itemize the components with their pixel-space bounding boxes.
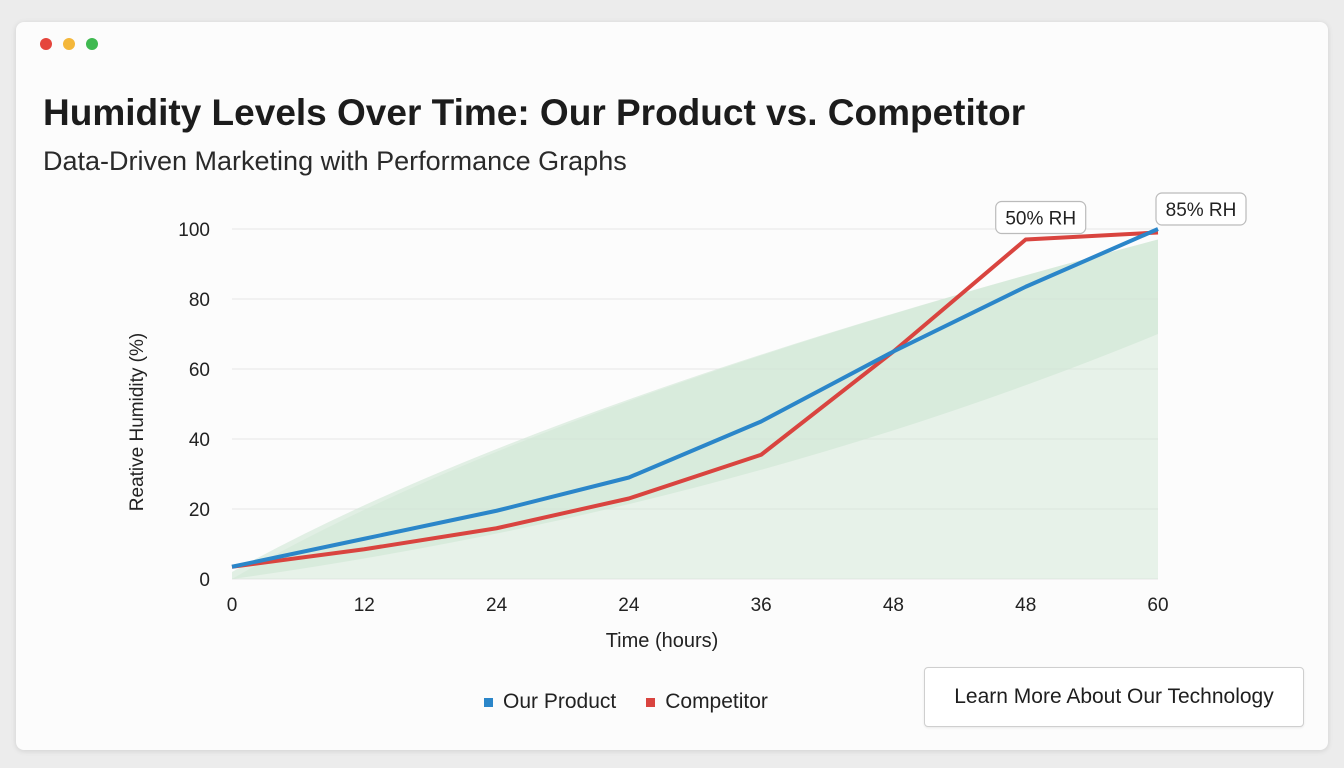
- close-window-button[interactable]: [40, 38, 52, 50]
- y-tick-label: 0: [199, 570, 210, 591]
- y-tick-label: 40: [189, 430, 210, 451]
- y-tick-label: 80: [189, 290, 210, 311]
- series-line-competitor: [231, 230, 1159, 569]
- y-tick-label: 20: [189, 500, 210, 521]
- chart-legend: Our Product Competitor: [484, 690, 768, 714]
- annotation-box: [995, 200, 1087, 235]
- x-tick-label: 24: [486, 595, 508, 616]
- x-tick-label: 12: [354, 595, 375, 616]
- legend-swatch-blue: [484, 697, 493, 707]
- legend-label: Competitor: [665, 690, 768, 713]
- x-tick-label: 48: [1015, 595, 1036, 616]
- y-axis-label: Reative Humidity (%): [127, 333, 148, 511]
- annotation-label: 85% RH: [1166, 200, 1237, 221]
- legend-swatch-red: [646, 697, 656, 707]
- x-axis-label: Time (hours): [606, 630, 719, 652]
- legend-item-competitor: Competitor: [646, 690, 768, 714]
- y-tick-label: 100: [178, 220, 210, 241]
- x-tick-label: 60: [1147, 595, 1168, 616]
- learn-more-button[interactable]: Learn More About Our Technology: [924, 667, 1304, 727]
- x-tick-label: 48: [883, 595, 904, 616]
- series-line-our-product: [231, 227, 1159, 569]
- page-title: Humidity Levels Over Time: Our Product v…: [43, 92, 1026, 133]
- x-tick-label: 24: [618, 595, 640, 616]
- maximize-window-button[interactable]: [86, 38, 98, 50]
- y-tick-label: 60: [189, 360, 210, 381]
- legend-label: Our Product: [503, 690, 617, 713]
- x-tick-label: 0: [227, 595, 238, 616]
- minimize-window-button[interactable]: [63, 38, 75, 50]
- annotation-box: [1155, 192, 1247, 226]
- annotation-label: 50% RH: [1005, 209, 1076, 230]
- x-tick-label: 36: [751, 595, 772, 616]
- page-subtitle: Data-Driven Marketing with Performance G…: [43, 146, 627, 176]
- legend-item-our-product: Our Product: [484, 690, 616, 714]
